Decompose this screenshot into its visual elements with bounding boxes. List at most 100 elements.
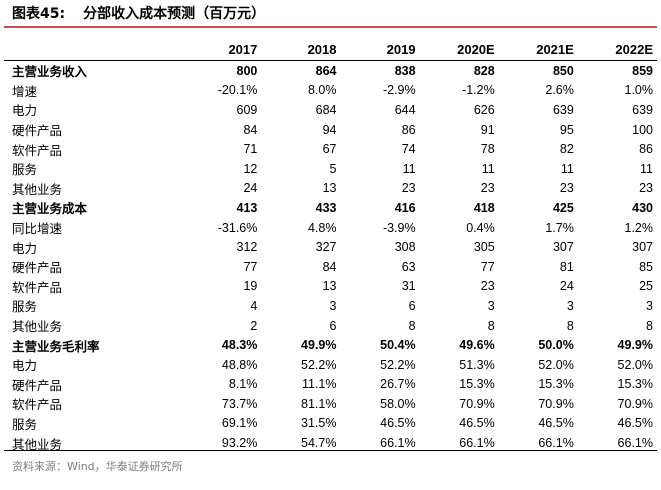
year-header: 2022E (615, 41, 653, 57)
figure-number: 图表45: (12, 6, 66, 22)
table-cell: 609 (236, 102, 258, 117)
row-label: 电力 (12, 358, 38, 374)
table-cell: -1.2% (462, 83, 495, 98)
table-cell: -2.9% (382, 83, 416, 98)
table-cell: 52.0% (538, 357, 574, 372)
table-cell: 418 (473, 200, 495, 215)
table-cell: 23 (480, 181, 495, 196)
table-cell: 86 (401, 122, 416, 137)
table-cell: 6 (408, 298, 416, 313)
table-cell: 91 (480, 122, 495, 137)
table-cell: 24 (559, 279, 574, 294)
table-cell: 11.1% (301, 377, 337, 392)
row-label: 硬件产品 (12, 377, 63, 393)
table-cell: 13 (322, 181, 337, 196)
table-row: 电力 609 684 644 626 639 639 (4, 100, 657, 120)
table-cell: 46.5% (617, 416, 653, 431)
table-cell: 413 (236, 200, 258, 215)
row-label: 主营业务毛利率 (12, 338, 100, 354)
table-body: 主营业务收入 800 864 838 828 850 859 增速 -20.1% 8.0% -2.9… (4, 61, 657, 453)
table-cell: 46.5% (538, 416, 574, 431)
table-cell: 74 (401, 142, 416, 157)
table-cell: 86 (639, 142, 653, 157)
table-cell: 684 (315, 102, 337, 117)
table-cell: 95 (559, 122, 574, 137)
table-cell: 73.7% (221, 396, 258, 411)
table-cell: 430 (632, 200, 653, 215)
table-cell: 800 (236, 63, 258, 78)
table-cell: 71 (243, 142, 258, 157)
table-cell: -3.9% (382, 220, 416, 235)
table-cell: 8.1% (228, 377, 258, 392)
row-label: 主营业务成本 (12, 201, 88, 217)
table-cell: 48.8% (221, 357, 258, 372)
year-header: 2020E (457, 41, 495, 57)
table-cell: 15.3% (538, 377, 574, 392)
row-label: 硬件产品 (12, 123, 63, 139)
table-cell: 8 (566, 318, 574, 333)
table-cell: 67 (322, 142, 337, 157)
table-cell: 26.7% (380, 377, 416, 392)
table-row: 软件产品 19 13 31 23 24 25 (4, 277, 657, 297)
table-cell: 23 (401, 181, 416, 196)
row-label: 其他业务 (12, 319, 63, 335)
table-cell: 85 (639, 259, 653, 274)
table-cell: 307 (632, 240, 653, 255)
table-cell: 63 (401, 259, 416, 274)
table-cell: 66.1% (380, 436, 416, 451)
table-cell: 639 (552, 102, 574, 117)
table-cell: 6 (329, 318, 337, 333)
table-cell: 425 (552, 200, 574, 215)
header-blank (4, 38, 182, 61)
table-cell: 94 (322, 122, 337, 137)
table-cell: 93.2% (221, 436, 258, 451)
table-cell: 70.9% (459, 396, 495, 411)
table-cell: 1.7% (545, 220, 574, 235)
table-cell: 307 (552, 240, 574, 255)
table-cell: 305 (473, 240, 495, 255)
table-cell: 11 (560, 161, 574, 176)
table-cell: 82 (559, 142, 574, 157)
table-cell: 11 (481, 161, 495, 176)
table-cell: 12 (243, 161, 258, 176)
table-cell: 2.6% (545, 83, 574, 98)
table-cell: 66.1% (538, 436, 574, 451)
table-row: 其他业务 24 13 23 23 23 23 (4, 179, 657, 199)
table-cell: 3 (646, 298, 653, 313)
source-note: 资料来源：Wind，华泰证券研究所 (12, 460, 183, 473)
year-header: 2021E (536, 41, 574, 57)
row-label: 软件产品 (12, 397, 63, 413)
table-cell: 49.6% (459, 338, 495, 353)
table-cell: 327 (315, 240, 337, 255)
row-label: 电力 (12, 240, 38, 256)
table-cell: 639 (632, 102, 653, 117)
table-cell: 864 (315, 63, 337, 78)
row-label: 同比增速 (12, 221, 63, 237)
table-cell: 8.0% (307, 83, 337, 98)
table-row: 硬件产品 84 94 86 91 95 100 (4, 120, 657, 140)
table-row: 服务 69.1% 31.5% 46.5% 46.5% 46.5% 46.5% (4, 414, 657, 434)
table-row: 服务 4 3 6 3 3 3 (4, 296, 657, 316)
row-label: 增速 (12, 83, 38, 99)
row-label: 服务 (12, 416, 38, 432)
table-cell: 23 (480, 279, 495, 294)
table-cell: 50.4% (380, 338, 416, 353)
table-cell: 52.2% (301, 357, 337, 372)
table-row: 电力 312 327 308 305 307 307 (4, 237, 657, 257)
table-cell: 850 (552, 63, 574, 78)
row-label: 主营业务收入 (12, 64, 88, 80)
table-cell: 3 (487, 298, 495, 313)
year-header: 2018 (307, 41, 337, 57)
table-cell: 838 (394, 63, 416, 78)
table-cell: 312 (236, 240, 258, 255)
table-cell: 84 (322, 259, 337, 274)
table-cell: 13 (322, 279, 337, 294)
table-cell: 24 (243, 181, 258, 196)
table-cell: 2 (250, 318, 258, 333)
table-cell: 828 (473, 63, 495, 78)
row-label: 电力 (12, 103, 38, 119)
table-cell: 69.1% (221, 416, 258, 431)
table-cell: 25 (639, 279, 653, 294)
table-row: 软件产品 73.7% 81.1% 58.0% 70.9% 70.9% 70.9% (4, 394, 657, 414)
table-cell: 70.9% (538, 396, 574, 411)
